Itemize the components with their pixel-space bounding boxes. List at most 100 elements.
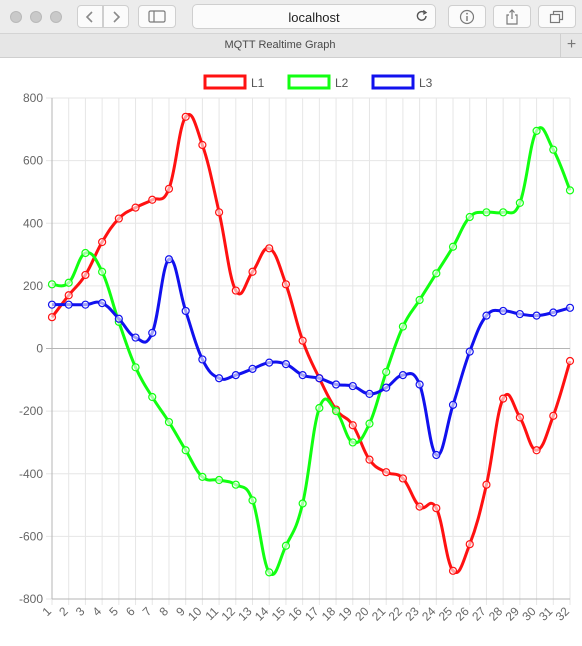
sidebar-button[interactable] — [138, 5, 176, 28]
data-point-l2[interactable] — [164, 417, 174, 427]
data-point-l3[interactable] — [415, 380, 424, 389]
data-point-l2[interactable] — [315, 403, 324, 413]
data-point-l3[interactable] — [231, 371, 240, 380]
data-point-l2[interactable] — [148, 392, 157, 402]
data-point-l3[interactable] — [532, 311, 541, 320]
data-point-l1[interactable] — [448, 566, 458, 575]
data-point-l3[interactable] — [248, 364, 257, 373]
data-point-l3[interactable] — [47, 300, 57, 309]
data-point-l3[interactable] — [298, 371, 307, 380]
new-tab-button[interactable]: + — [560, 34, 582, 57]
data-point-l2[interactable] — [231, 480, 240, 489]
legend-swatch-l3[interactable] — [371, 74, 415, 90]
data-point-l2[interactable] — [281, 541, 291, 550]
data-point-l1[interactable] — [81, 270, 90, 280]
address-bar[interactable]: localhost — [192, 4, 436, 29]
data-point-l2[interactable] — [448, 242, 458, 251]
data-point-l2[interactable] — [198, 472, 207, 481]
data-point-l1[interactable] — [248, 267, 257, 276]
data-point-l3[interactable] — [482, 311, 491, 320]
data-point-l1[interactable] — [515, 413, 524, 422]
data-point-l3[interactable] — [98, 298, 107, 308]
data-point-l3[interactable] — [465, 347, 474, 356]
data-point-l2[interactable] — [265, 568, 274, 577]
data-point-l1[interactable] — [47, 313, 57, 322]
data-point-l2[interactable] — [549, 145, 558, 154]
data-point-l1[interactable] — [432, 504, 441, 513]
data-point-l2[interactable] — [348, 438, 357, 447]
data-point-l1[interactable] — [565, 356, 575, 366]
data-point-l2[interactable] — [515, 198, 524, 207]
data-point-l3[interactable] — [164, 255, 174, 264]
data-point-l2[interactable] — [81, 248, 90, 258]
data-point-l1[interactable] — [532, 446, 541, 455]
data-point-l2[interactable] — [482, 208, 491, 217]
tab-title[interactable]: MQTT Realtime Graph — [224, 39, 336, 51]
legend-swatch-l2[interactable] — [287, 74, 331, 90]
data-point-l1[interactable] — [365, 455, 374, 464]
data-point-l3[interactable] — [131, 333, 140, 342]
data-point-l2[interactable] — [398, 322, 408, 331]
data-point-l1[interactable] — [98, 237, 107, 247]
data-point-l2[interactable] — [98, 267, 107, 276]
reload-icon[interactable] — [415, 9, 429, 26]
data-point-l1[interactable] — [382, 468, 391, 477]
data-point-l1[interactable] — [164, 184, 174, 193]
legend-label-l3[interactable]: L3 — [419, 76, 433, 90]
back-button[interactable] — [77, 5, 103, 28]
data-point-l1[interactable] — [415, 502, 424, 511]
data-point-l3[interactable] — [565, 303, 575, 312]
data-point-l2[interactable] — [181, 446, 190, 455]
legend-swatch-l1[interactable] — [203, 74, 247, 90]
data-point-l2[interactable] — [365, 419, 374, 428]
data-point-l1[interactable] — [214, 208, 224, 217]
data-point-l2[interactable] — [298, 499, 307, 508]
data-point-l2[interactable] — [382, 367, 391, 377]
data-point-l2[interactable] — [415, 295, 424, 305]
data-point-l3[interactable] — [81, 300, 90, 309]
data-point-l2[interactable] — [465, 212, 474, 222]
data-point-l3[interactable] — [432, 450, 441, 460]
data-point-l2[interactable] — [432, 269, 441, 278]
data-point-l1[interactable] — [114, 214, 123, 223]
data-point-l1[interactable] — [64, 291, 73, 300]
data-point-l3[interactable] — [448, 400, 458, 409]
minimize-window-button[interactable] — [30, 11, 42, 23]
forward-button[interactable] — [103, 5, 129, 28]
data-point-l1[interactable] — [231, 286, 240, 295]
data-point-l1[interactable] — [482, 480, 491, 489]
data-point-l3[interactable] — [348, 381, 357, 391]
info-button[interactable] — [448, 5, 486, 28]
data-point-l1[interactable] — [549, 411, 558, 420]
legend-label-l2[interactable]: L2 — [335, 76, 349, 90]
data-point-l3[interactable] — [315, 374, 324, 383]
data-point-l3[interactable] — [515, 309, 524, 319]
data-point-l3[interactable] — [181, 306, 190, 316]
data-point-l3[interactable] — [365, 389, 374, 399]
data-point-l1[interactable] — [348, 421, 357, 430]
data-point-l3[interactable] — [331, 380, 341, 389]
data-point-l2[interactable] — [131, 363, 140, 372]
data-point-l3[interactable] — [382, 383, 391, 392]
data-point-l1[interactable] — [398, 474, 408, 483]
data-point-l1[interactable] — [148, 195, 157, 204]
data-point-l2[interactable] — [248, 496, 257, 505]
data-point-l1[interactable] — [198, 140, 207, 150]
data-point-l1[interactable] — [265, 244, 274, 253]
legend-label-l1[interactable]: L1 — [251, 76, 265, 90]
data-point-l3[interactable] — [64, 300, 73, 309]
close-window-button[interactable] — [10, 11, 22, 23]
data-point-l3[interactable] — [549, 308, 558, 317]
data-point-l3[interactable] — [499, 306, 508, 316]
data-point-l2[interactable] — [331, 407, 341, 416]
data-point-l3[interactable] — [214, 374, 224, 383]
data-point-l1[interactable] — [298, 336, 307, 345]
data-point-l2[interactable] — [499, 208, 508, 217]
data-point-l1[interactable] — [181, 112, 190, 121]
zoom-window-button[interactable] — [50, 11, 62, 23]
data-point-l1[interactable] — [281, 280, 291, 289]
data-point-l2[interactable] — [64, 278, 73, 287]
data-point-l2[interactable] — [565, 186, 575, 195]
data-point-l1[interactable] — [499, 394, 508, 403]
data-point-l3[interactable] — [398, 371, 408, 380]
